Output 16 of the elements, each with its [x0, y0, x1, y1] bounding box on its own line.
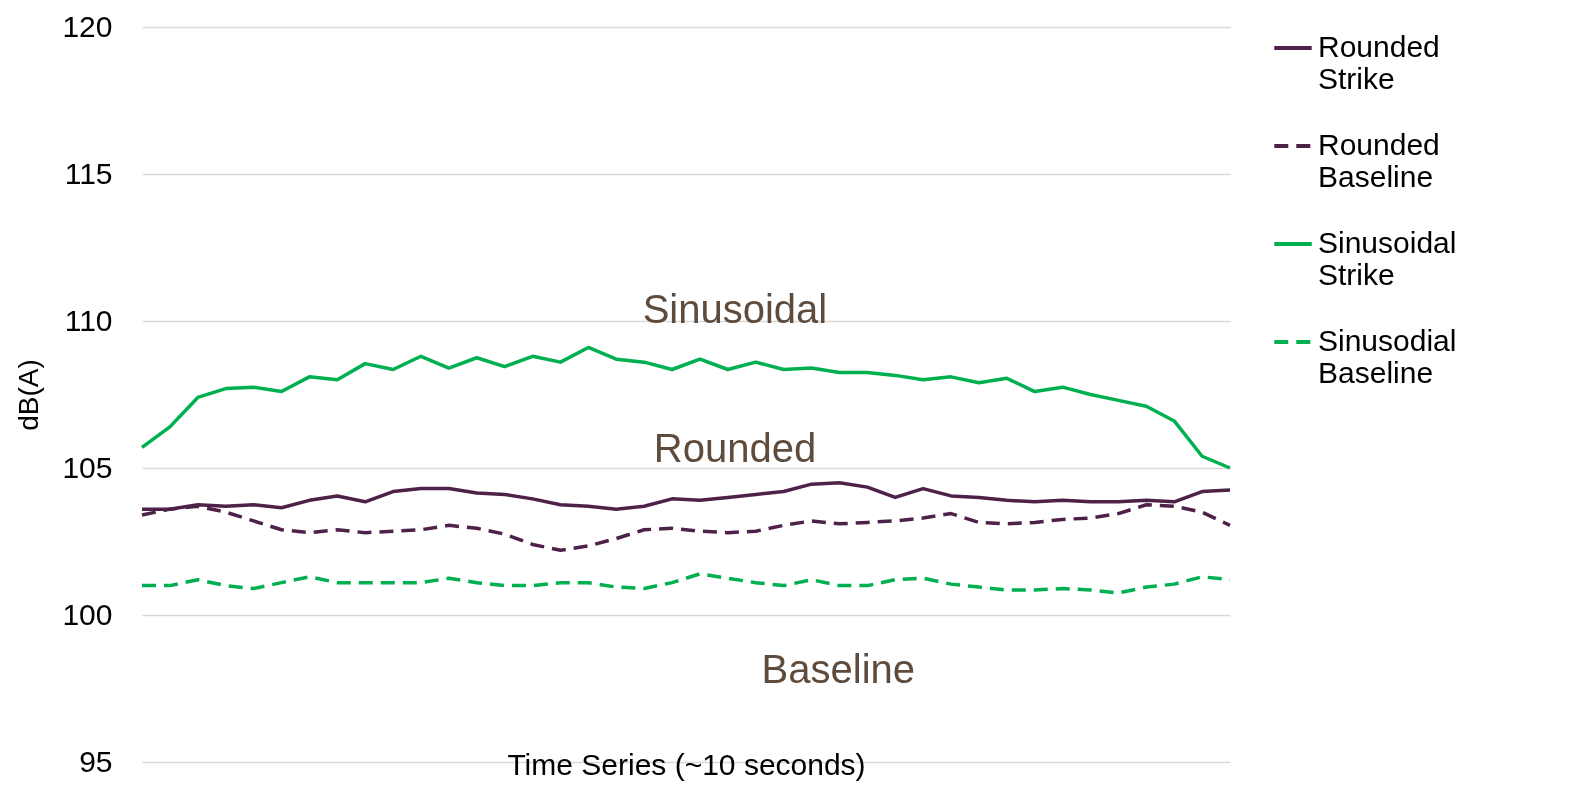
y-tick-label: 120 [62, 9, 113, 43]
y-axis-title: dB(A) [13, 359, 45, 431]
x-axis-title: Time Series (~10 seconds) [507, 747, 866, 781]
y-tick-label: 100 [62, 597, 113, 631]
y-tick-label: 95 [79, 744, 113, 778]
annotation: Rounded [653, 426, 817, 471]
line-series [140, 345, 1232, 470]
legend-label: Rounded Strike [1318, 30, 1440, 95]
legend-label: Rounded Baseline [1318, 128, 1440, 193]
legend-label: Sinusoidal Strike [1318, 226, 1457, 291]
y-tick-label: 110 [64, 303, 113, 337]
annotation: Baseline [761, 646, 916, 691]
annotation: Sinusoidal [642, 286, 828, 331]
legend-label: Sinusodial Baseline [1318, 324, 1457, 389]
y-tick-label: 105 [62, 450, 113, 484]
y-tick-label: 115 [64, 156, 113, 190]
